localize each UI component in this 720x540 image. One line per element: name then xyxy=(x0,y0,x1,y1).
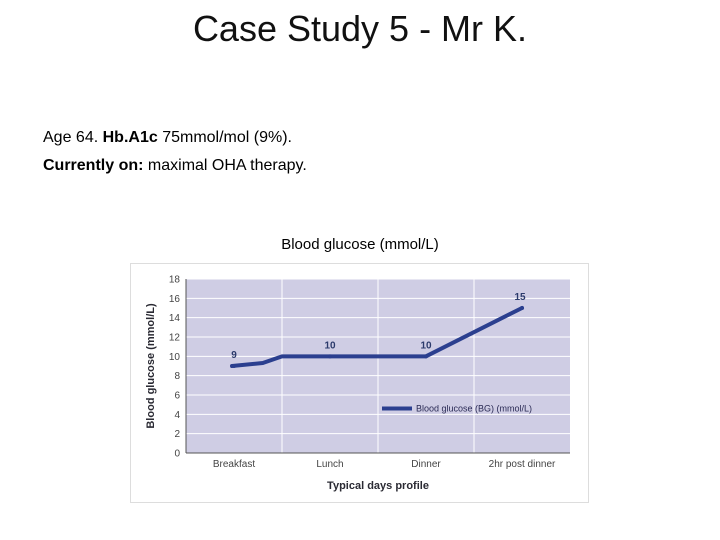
patient-info: Age 64. Hb.A1c 75mmol/mol (9%). Currentl… xyxy=(43,124,307,180)
y-tick-label: 4 xyxy=(174,410,180,421)
series-line-blood-glucose xyxy=(230,306,524,368)
data-label: 9 xyxy=(231,350,237,361)
y-axis-title: Blood glucose (mmol/L) xyxy=(145,303,157,429)
data-label: 10 xyxy=(420,340,432,351)
slide-title: Case Study 5 - Mr K. xyxy=(192,8,528,49)
x-axis-title: Typical days profile xyxy=(327,480,429,492)
patient-info-line-2: Currently on: maximal OHA therapy. xyxy=(43,152,307,180)
x-tick-label: Breakfast xyxy=(213,459,255,470)
data-label: 15 xyxy=(514,292,526,303)
y-tick-label: 10 xyxy=(169,352,181,363)
data-point xyxy=(232,364,236,368)
x-tick-label: 2hr post dinner xyxy=(489,459,556,470)
y-tick-label: 6 xyxy=(174,391,180,402)
data-point xyxy=(424,354,428,359)
age-text: Age 64. xyxy=(43,129,99,146)
hba1c-label: Hb.A1c xyxy=(102,129,158,146)
y-tick-label: 8 xyxy=(174,371,180,382)
x-tick-label: Dinner xyxy=(411,459,441,470)
hba1c-value: 75mmol/mol (9%). xyxy=(162,129,292,146)
data-point xyxy=(328,354,332,359)
patient-info-line-1: Age 64. Hb.A1c 75mmol/mol (9%). xyxy=(43,124,307,152)
legend-label: Blood glucose (BG) (mmol/L) xyxy=(416,404,532,414)
y-tick-label: 2 xyxy=(174,429,180,440)
y-tick-label: 14 xyxy=(169,313,181,324)
y-tick-label: 12 xyxy=(169,333,181,344)
x-tick-label: Lunch xyxy=(316,459,343,470)
y-tick-label: 18 xyxy=(169,275,181,286)
data-label: 10 xyxy=(324,340,336,351)
y-tick-label: 16 xyxy=(169,294,181,305)
therapy-label: Currently on: xyxy=(43,157,144,174)
data-point xyxy=(520,306,524,310)
y-tick-label: 0 xyxy=(174,449,180,460)
therapy-value: maximal OHA therapy. xyxy=(147,157,307,174)
chart-heading: Blood glucose (mmol/L) xyxy=(281,236,439,253)
blood-glucose-chart: 0 2 4 6 8 10 12 14 16 18 Breakfast Lunch Dinner 2hr p… xyxy=(130,263,589,503)
